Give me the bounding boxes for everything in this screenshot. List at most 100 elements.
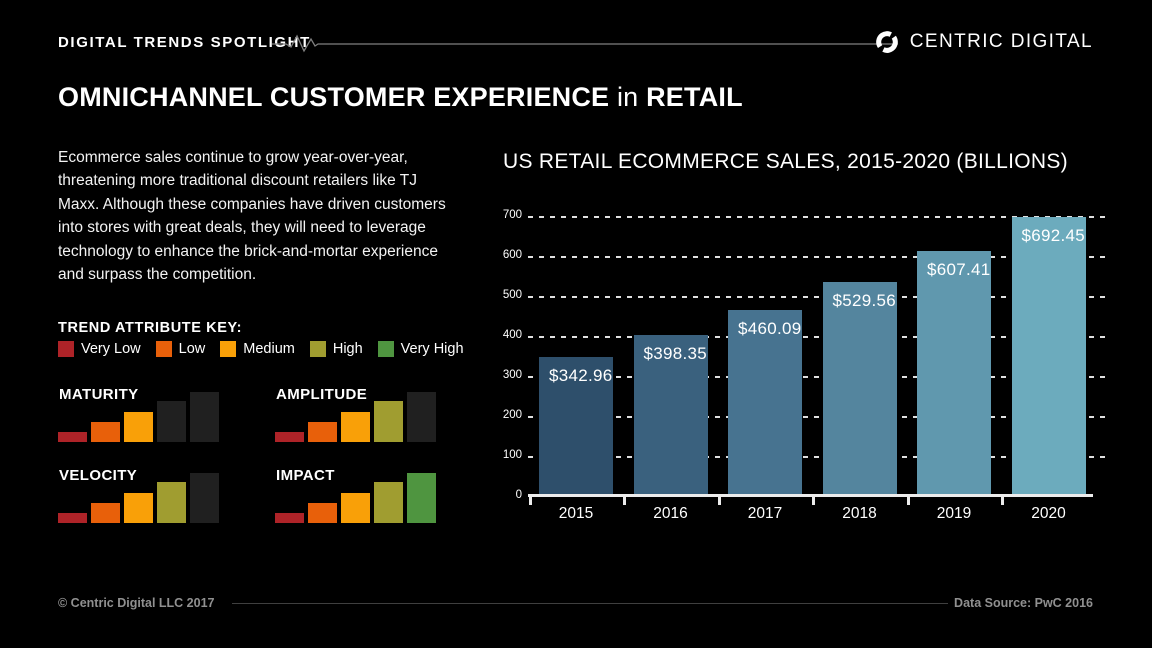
- attribute-bars: [58, 392, 219, 442]
- attribute-level-bar-active: [275, 432, 304, 442]
- attribute-level-bar-active: [124, 412, 153, 442]
- attribute-level-bar-active: [91, 422, 120, 442]
- attribute-bars: [275, 392, 436, 442]
- x-axis-tick-label: 2020: [1031, 505, 1066, 522]
- y-axis-tick-label: 600: [502, 249, 522, 261]
- x-axis-tick-label: 2016: [653, 505, 688, 522]
- chart-title: US RETAIL ECOMMERCE SALES, 2015-2020 (BI…: [503, 150, 1068, 173]
- attribute-level-bar-inactive: [407, 392, 436, 442]
- trend-key-label: TREND ATTRIBUTE KEY:: [58, 320, 243, 336]
- legend-swatch: [220, 341, 237, 357]
- page-title-tail: RETAIL: [646, 82, 743, 112]
- legend-item: Medium: [220, 341, 295, 357]
- x-axis-baseline: [528, 494, 1093, 497]
- y-axis-tick-label: 0: [515, 489, 522, 501]
- attribute-label: MATURITY: [59, 386, 139, 403]
- bar-value-label: $342.96: [549, 366, 613, 385]
- page-title: OMNICHANNEL CUSTOMER EXPERIENCE in RETAI…: [58, 82, 743, 113]
- attribute-level-bar-active: [374, 401, 403, 442]
- y-axis-tick-label: 400: [502, 329, 522, 341]
- attribute-bars: [58, 473, 219, 523]
- legend-item: Very Low: [58, 341, 141, 357]
- chart-bar: [1011, 217, 1086, 494]
- attribute-level-bar-active: [308, 503, 337, 523]
- heartbeat-pulse-line: [272, 34, 898, 53]
- legend-item: High: [309, 341, 363, 357]
- copyright-text: © Centric Digital LLC 2017: [58, 596, 215, 610]
- chart-bar: [822, 282, 897, 494]
- bar-value-label: $692.45: [1021, 226, 1086, 245]
- x-axis-tick: [1001, 497, 1005, 505]
- legend-text: Very High: [400, 341, 464, 357]
- attribute-block: MATURITY: [58, 386, 221, 442]
- attribute-label: VELOCITY: [59, 467, 138, 484]
- x-axis-tick: [812, 497, 816, 505]
- data-source-text: Data Source: PwC 2016: [954, 596, 1093, 610]
- attribute-label: IMPACT: [276, 467, 335, 484]
- gridline: [528, 336, 1105, 338]
- legend-text: Low: [178, 341, 206, 357]
- bar-value-label: $460.09: [738, 319, 802, 338]
- legend-swatch: [377, 341, 394, 357]
- chart-bar: [539, 357, 613, 494]
- gridline: [528, 216, 1105, 218]
- x-axis-tick-label: 2015: [558, 505, 594, 522]
- attribute-block: AMPLITUDE: [275, 386, 438, 442]
- attribute-block: VELOCITY: [58, 467, 221, 523]
- attribute-level-bar-active: [308, 422, 337, 442]
- brand-name: CENTRIC DIGITAL: [909, 31, 1093, 52]
- legend-text: Very Low: [81, 341, 141, 357]
- chart-bar: [917, 251, 991, 494]
- page-title-connector: in: [616, 82, 639, 112]
- y-axis-tick-label: 700: [502, 209, 522, 221]
- bar-value-label: $607.41: [927, 260, 991, 279]
- gridline: [528, 376, 1105, 378]
- intro-paragraph: Ecommerce sales continue to grow year-ov…: [58, 149, 446, 284]
- eyebrow-title: DIGITAL TRENDS SPOTLIGHT: [58, 34, 311, 51]
- legend-swatch: [309, 341, 326, 357]
- attribute-level-bar-active: [275, 513, 304, 523]
- bar-value-label: $529.56: [832, 291, 897, 310]
- legend-text: High: [332, 341, 363, 357]
- legend-swatch: [58, 341, 74, 357]
- y-axis-tick-label: 100: [502, 449, 522, 461]
- x-axis-tick: [528, 497, 532, 505]
- attribute-level-bar-active: [157, 482, 186, 523]
- trend-key-legend: Very Low Low Medium High Very High: [58, 341, 464, 357]
- attribute-level-bar-active: [374, 482, 403, 523]
- x-axis-tick-label: 2017: [747, 505, 783, 522]
- y-axis-tick-label: 300: [502, 369, 522, 381]
- chart-bar: [728, 310, 802, 494]
- attribute-level-bar-active: [58, 513, 87, 523]
- attribute-bars: [275, 473, 436, 523]
- attribute-level-bar-inactive: [157, 401, 186, 442]
- brand-lockup: CENTRIC DIGITAL: [874, 29, 1093, 55]
- x-axis-tick: [623, 497, 627, 505]
- attribute-level-bar-inactive: [190, 473, 219, 523]
- legend-text: Medium: [243, 341, 295, 357]
- y-axis-tick-label: 500: [502, 289, 522, 301]
- gridline: [528, 296, 1105, 298]
- x-axis-tick-label: 2019: [936, 505, 972, 522]
- page-title-main: OMNICHANNEL CUSTOMER EXPERIENCE: [58, 82, 610, 112]
- centric-digital-logo-icon: [875, 31, 898, 53]
- legend-swatch: [155, 341, 172, 357]
- legend-item: Low: [155, 341, 206, 357]
- attribute-level-bar-active: [58, 432, 87, 442]
- gridline: [528, 416, 1105, 418]
- attribute-level-bar-active: [407, 473, 436, 523]
- chart-bar: [633, 335, 708, 494]
- x-axis-tick: [906, 497, 910, 505]
- attribute-level-bar-active: [341, 412, 370, 442]
- attribute-level-bar-active: [124, 493, 153, 523]
- gridline: [528, 256, 1105, 258]
- attribute-level-bar-active: [341, 493, 370, 523]
- attribute-block: IMPACT: [275, 467, 438, 523]
- legend-item: Very High: [377, 341, 464, 357]
- bar-value-label: $398.35: [643, 344, 708, 363]
- footer-divider: [232, 603, 948, 604]
- attribute-level-bar-inactive: [190, 392, 219, 442]
- x-axis-tick: [717, 497, 721, 505]
- x-axis-tick-label: 2018: [842, 505, 877, 522]
